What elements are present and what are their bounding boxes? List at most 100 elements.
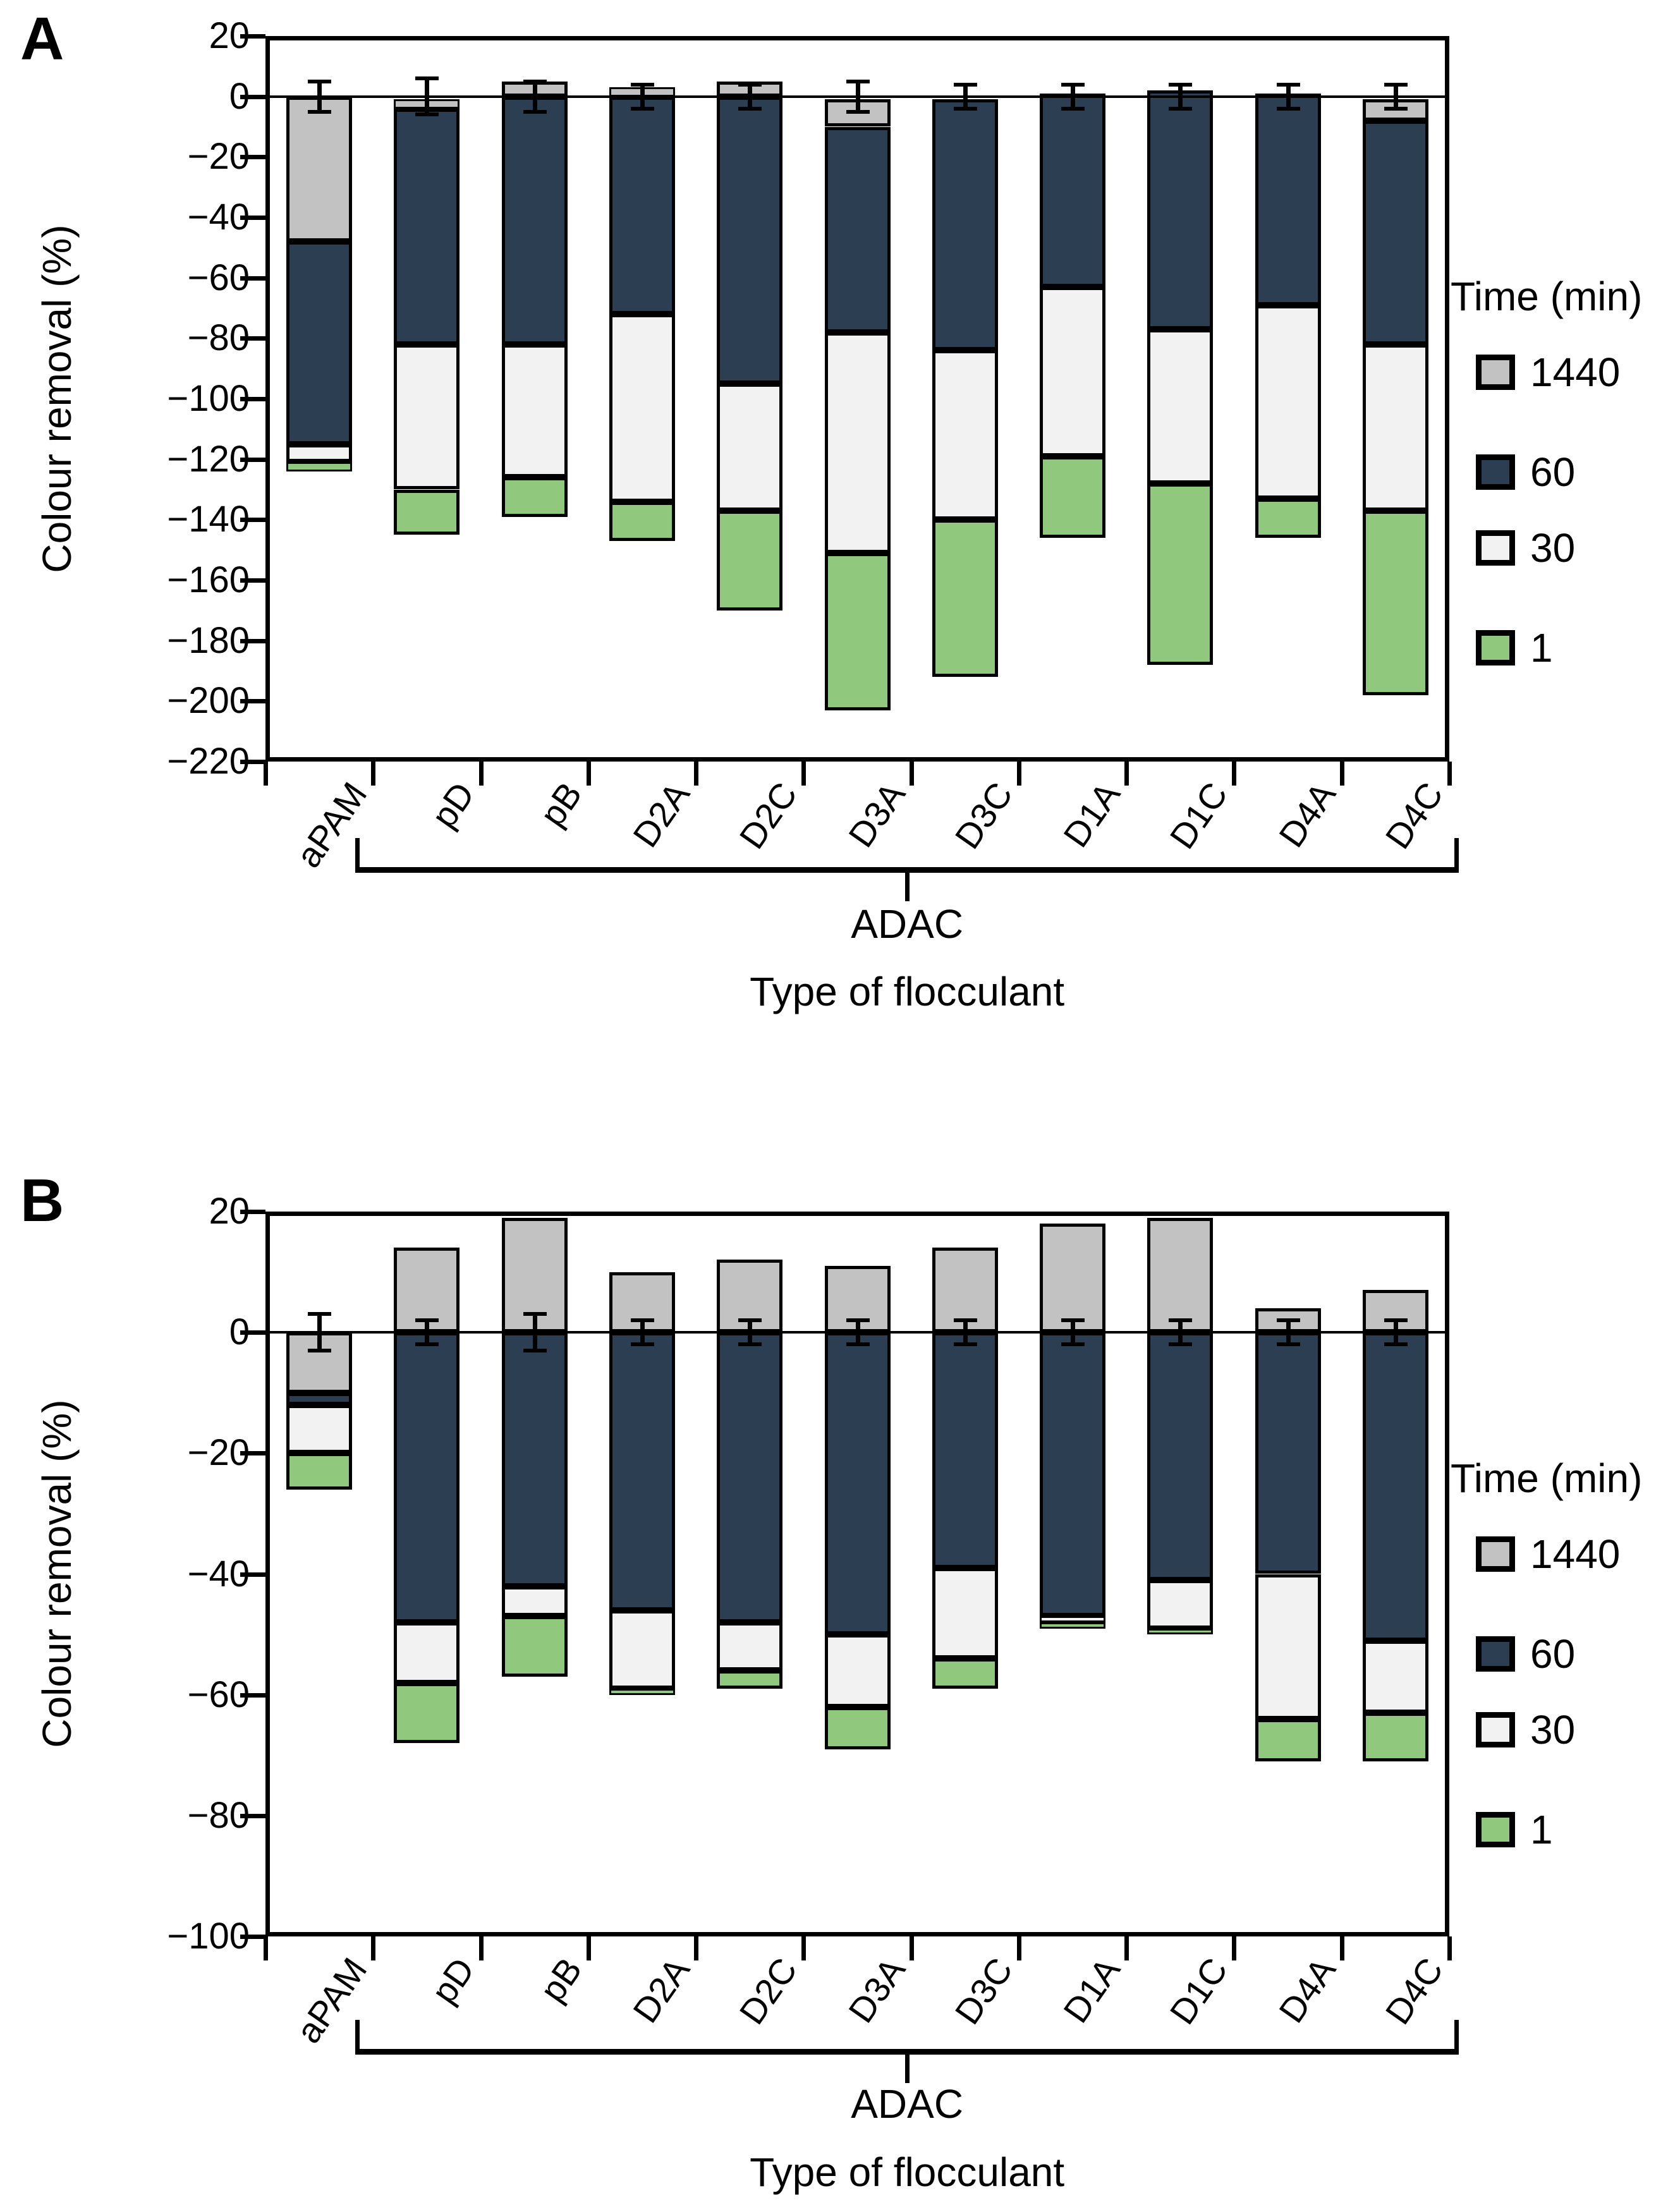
error-bar bbox=[317, 1314, 322, 1351]
y-tick-label: −220 bbox=[167, 741, 250, 782]
x-category-label: D1C bbox=[1162, 1950, 1236, 2032]
x-tick bbox=[1339, 762, 1344, 786]
bracket-right-tick bbox=[1454, 2020, 1459, 2053]
bar-segment-60 bbox=[286, 241, 353, 444]
x-tick bbox=[801, 1936, 807, 1960]
bar-segment-30 bbox=[1040, 287, 1106, 456]
error-bar bbox=[1286, 84, 1291, 109]
bar-segment-60 bbox=[394, 1332, 460, 1622]
bar-segment-60 bbox=[824, 126, 891, 332]
y-tick-label: −40 bbox=[187, 1553, 250, 1595]
error-bar bbox=[532, 1314, 537, 1351]
y-tick-label: 0 bbox=[229, 75, 250, 117]
error-bar-cap bbox=[630, 1318, 654, 1323]
error-bar bbox=[748, 1320, 753, 1345]
error-bar-cap bbox=[308, 1312, 332, 1316]
x-axis-title-a: Type of flocculant bbox=[750, 969, 1065, 1014]
error-bar-cap bbox=[630, 82, 654, 87]
error-bar bbox=[1178, 84, 1183, 109]
bar-segment-1 bbox=[286, 1453, 353, 1490]
y-tick bbox=[240, 699, 265, 704]
x-tick bbox=[586, 762, 591, 786]
legend-item: 30 bbox=[1476, 525, 1680, 571]
bar-segment-1 bbox=[932, 520, 998, 678]
y-tick-label: 20 bbox=[209, 15, 250, 56]
error-bar bbox=[425, 78, 430, 115]
bar-segment-60 bbox=[1147, 1332, 1214, 1581]
bracket-middle-tick bbox=[905, 870, 910, 901]
y-tick-label: −140 bbox=[167, 499, 250, 540]
error-bar-cap bbox=[523, 109, 547, 114]
bar-segment-1 bbox=[1040, 456, 1106, 538]
plot-area-a bbox=[265, 36, 1449, 762]
error-bar-cap bbox=[953, 1342, 977, 1347]
x-tick bbox=[371, 1936, 376, 1960]
group-bracket-a bbox=[355, 838, 1459, 901]
bar-segment-30 bbox=[501, 344, 568, 478]
x-category-label: D3C bbox=[947, 1950, 1020, 2032]
bar-segment-1 bbox=[501, 477, 568, 517]
x-tick bbox=[694, 1936, 699, 1960]
bar-segment-30 bbox=[501, 1586, 568, 1617]
bar-segment-1 bbox=[394, 489, 460, 535]
x-tick bbox=[1447, 1936, 1452, 1960]
x-tick bbox=[1124, 1936, 1129, 1960]
error-bar-cap bbox=[846, 109, 870, 114]
y-tick bbox=[240, 457, 265, 462]
bar-segment-30 bbox=[1040, 1616, 1106, 1622]
bar-segment-1 bbox=[824, 1706, 891, 1749]
bar-segment-1 bbox=[286, 462, 353, 471]
y-tick-label: −200 bbox=[167, 680, 250, 722]
bar-segment-1 bbox=[501, 1616, 568, 1677]
y-tick bbox=[240, 578, 265, 583]
legend-item: 1440 bbox=[1476, 1531, 1680, 1577]
bar-segment-60 bbox=[1040, 93, 1106, 287]
error-bar-cap bbox=[738, 1318, 762, 1323]
x-category-label: D1A bbox=[1056, 1950, 1128, 2030]
legend-swatch-1 bbox=[1476, 630, 1515, 665]
bar-segment-30 bbox=[286, 444, 353, 463]
y-tick bbox=[240, 155, 265, 160]
bar-segment-60 bbox=[824, 1332, 891, 1635]
bar-segment-1440 bbox=[1147, 1217, 1214, 1333]
legend-label: 1 bbox=[1530, 625, 1553, 671]
legend-swatch-1 bbox=[1476, 1812, 1515, 1847]
y-tick bbox=[240, 760, 265, 764]
y-tick bbox=[240, 518, 265, 523]
error-bar-cap bbox=[1384, 106, 1408, 111]
y-tick bbox=[240, 1692, 265, 1698]
error-bar-cap bbox=[1276, 82, 1300, 87]
bar-segment-1 bbox=[609, 1689, 675, 1695]
bar-segment-30 bbox=[932, 350, 998, 520]
bracket-left-tick bbox=[355, 838, 360, 871]
error-bar-cap bbox=[738, 106, 762, 111]
bar-segment-60 bbox=[1255, 1332, 1321, 1574]
bar-segment-60 bbox=[932, 99, 998, 351]
y-tick bbox=[240, 1813, 265, 1818]
x-tick bbox=[264, 762, 268, 786]
bar-segment-1440 bbox=[932, 1248, 998, 1333]
error-bar bbox=[855, 1320, 860, 1345]
error-bar-cap bbox=[1384, 82, 1408, 87]
bar-segment-30 bbox=[932, 1567, 998, 1659]
bar-segment-30 bbox=[1362, 1640, 1428, 1713]
bracket-middle-tick bbox=[905, 2051, 910, 2083]
error-bar bbox=[425, 1320, 430, 1345]
error-bar-cap bbox=[415, 1342, 439, 1347]
x-axis-title-b: Type of flocculant bbox=[750, 2149, 1065, 2195]
bar-segment-60 bbox=[1362, 1332, 1428, 1641]
bracket-left-tick bbox=[355, 2020, 360, 2053]
error-bar-cap bbox=[308, 79, 332, 83]
panel-letter-b: B bbox=[20, 1167, 64, 1234]
bar-segment-60 bbox=[932, 1332, 998, 1568]
error-bar bbox=[1071, 84, 1076, 109]
y-tick bbox=[240, 1935, 265, 1939]
error-bar-cap bbox=[1276, 1318, 1300, 1323]
error-bar bbox=[748, 84, 753, 109]
bar-segment-30 bbox=[717, 1622, 783, 1671]
legend-label: 30 bbox=[1530, 525, 1576, 571]
x-tick bbox=[1447, 762, 1452, 786]
bar-segment-1 bbox=[609, 501, 675, 541]
error-bar bbox=[855, 81, 860, 112]
y-tick bbox=[240, 397, 265, 401]
